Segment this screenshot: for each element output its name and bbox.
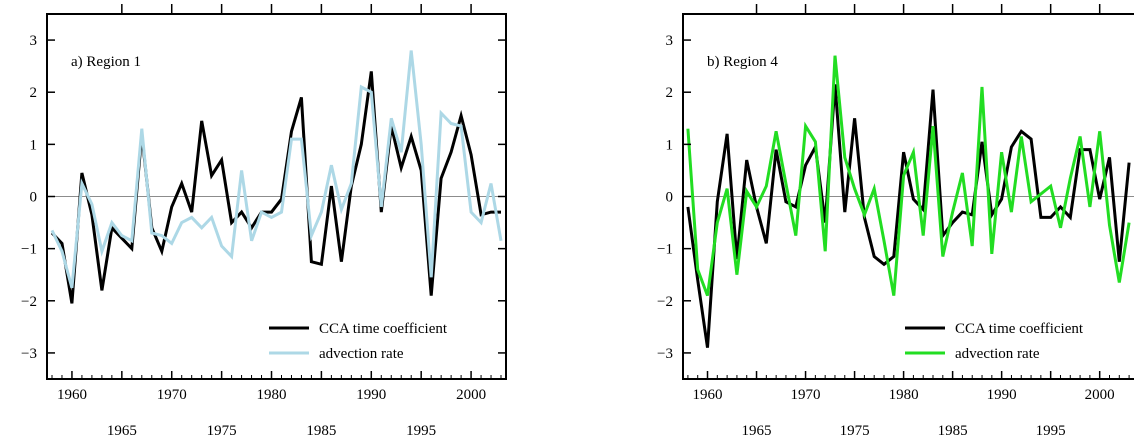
y-tick-label: 1 bbox=[30, 137, 38, 153]
x-tick-label: 1970 bbox=[791, 387, 821, 403]
x-tick-label: 1980 bbox=[889, 387, 919, 403]
x-tick-label: 1975 bbox=[207, 423, 237, 439]
y-tick-label: −1 bbox=[21, 242, 37, 258]
panel-title: b) Region 4 bbox=[707, 54, 778, 70]
y-tick-label: 3 bbox=[30, 33, 38, 49]
y-tick-label: −2 bbox=[657, 294, 673, 310]
y-tick-label: −1 bbox=[657, 242, 673, 258]
x-tick-label: 1980 bbox=[257, 387, 287, 403]
legend-label: CCA time coefficient bbox=[955, 321, 1084, 337]
x-tick-label: 1990 bbox=[987, 387, 1017, 403]
y-tick-label: 1 bbox=[666, 137, 674, 153]
y-tick-label: 2 bbox=[30, 85, 38, 101]
y-tick-label: −2 bbox=[21, 294, 37, 310]
x-tick-label: 1995 bbox=[1036, 423, 1066, 439]
x-tick-label: 1985 bbox=[938, 423, 968, 439]
x-tick-label: 1995 bbox=[406, 423, 436, 439]
y-tick-label: 2 bbox=[666, 85, 674, 101]
y-tick-label: 0 bbox=[666, 190, 674, 206]
x-tick-label: 1975 bbox=[840, 423, 870, 439]
y-tick-label: 0 bbox=[30, 190, 38, 206]
chart-panel-region-1: −3 −2 −1 0 1 2 3 1960 1970 1980 1990 2000 1965 1975 19… bbox=[21, 4, 507, 439]
series-line-advection-rate bbox=[686, 55, 1131, 297]
x-tick-label: 2000 bbox=[456, 387, 486, 403]
legend-label: CCA time coefficient bbox=[319, 321, 448, 337]
x-tick-label: 1965 bbox=[742, 423, 772, 439]
y-tick-label: −3 bbox=[21, 346, 37, 362]
legend-label: advection rate bbox=[955, 346, 1040, 362]
series-line-advection-rate bbox=[50, 50, 503, 289]
x-tick-label: 1985 bbox=[306, 423, 336, 439]
x-tick-label: 2000 bbox=[1085, 387, 1115, 403]
panel-title: a) Region 1 bbox=[71, 54, 141, 70]
x-tick-label: 1960 bbox=[693, 387, 723, 403]
x-tick-label: 1965 bbox=[107, 423, 137, 439]
y-tick-label: −3 bbox=[657, 346, 673, 362]
legend-label: advection rate bbox=[319, 346, 404, 362]
x-tick-label: 1990 bbox=[356, 387, 386, 403]
x-tick-label: 1960 bbox=[57, 387, 87, 403]
y-tick-label: 3 bbox=[666, 33, 674, 49]
chart-panel-region-4: −3 −2 −1 0 1 2 3 1960 1970 1980 1990 2000 1965 1975 19… bbox=[657, 4, 1134, 439]
x-tick-label: 1970 bbox=[157, 387, 187, 403]
series-line-cca-time-coefficient bbox=[50, 71, 501, 304]
